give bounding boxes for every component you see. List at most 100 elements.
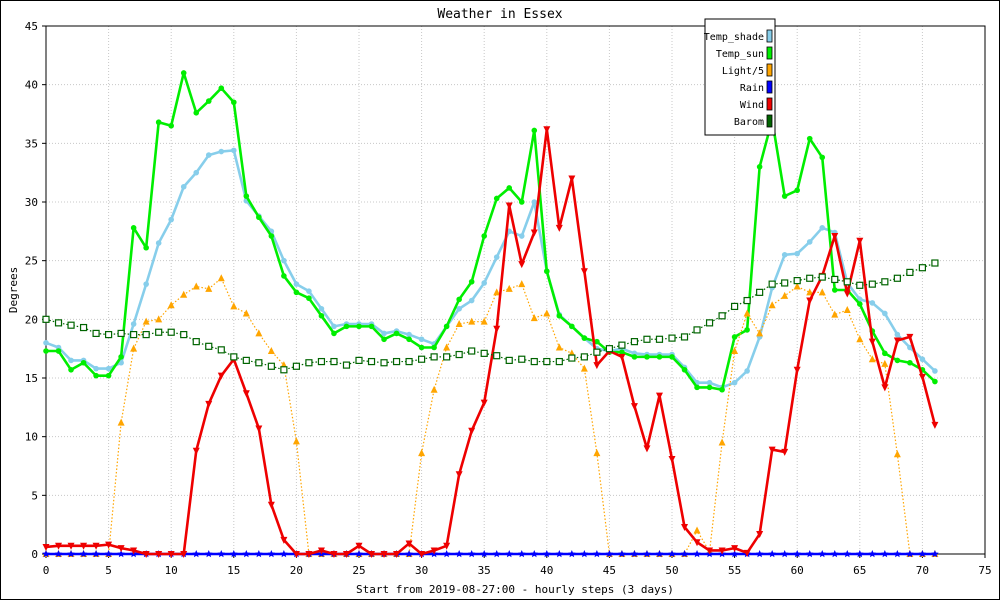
data-point-barom bbox=[555, 357, 563, 366]
data-point-barom bbox=[793, 277, 801, 285]
data-point-light-5 bbox=[142, 317, 150, 325]
data-point-rain bbox=[693, 550, 701, 558]
data-point-barom bbox=[480, 349, 488, 357]
y-tick-label: 10 bbox=[25, 431, 38, 444]
data-point-temp-shade bbox=[281, 257, 287, 264]
data-point-temp-sun bbox=[231, 99, 237, 106]
data-point-light-5 bbox=[718, 438, 726, 446]
data-point-wind bbox=[192, 447, 200, 455]
data-point-light-5 bbox=[155, 315, 163, 323]
data-point-light-5 bbox=[205, 284, 213, 292]
data-point-barom bbox=[355, 356, 363, 364]
data-point-rain bbox=[618, 550, 626, 558]
data-point-barom bbox=[580, 353, 588, 361]
data-point-barom bbox=[881, 278, 889, 286]
data-point-rain bbox=[843, 550, 852, 558]
x-tick-label: 75 bbox=[978, 564, 991, 577]
data-point-temp-shade bbox=[155, 240, 162, 246]
x-tick-label: 45 bbox=[603, 564, 616, 577]
data-point-wind bbox=[418, 551, 426, 558]
data-point-rain bbox=[868, 550, 877, 558]
data-point-barom bbox=[430, 353, 438, 361]
legend-swatch bbox=[766, 63, 773, 77]
data-point-rain bbox=[217, 550, 226, 558]
data-point-barom bbox=[292, 362, 300, 370]
data-point-barom bbox=[380, 359, 388, 367]
data-point-temp-shade bbox=[531, 199, 538, 205]
data-point-temp-sun bbox=[356, 323, 362, 330]
data-point-barom bbox=[117, 329, 125, 338]
data-point-wind bbox=[130, 547, 138, 555]
data-point-temp-shade bbox=[130, 321, 137, 327]
data-point-barom bbox=[518, 355, 526, 363]
data-point-temp-shade bbox=[806, 239, 813, 245]
x-tick-label: 10 bbox=[165, 564, 178, 577]
data-point-temp-shade bbox=[43, 340, 49, 346]
data-point-rain bbox=[455, 550, 463, 558]
data-point-wind bbox=[42, 543, 50, 551]
data-point-light-5 bbox=[831, 310, 839, 318]
data-point-light-5 bbox=[856, 335, 864, 343]
data-point-rain bbox=[467, 550, 476, 558]
data-point-rain bbox=[793, 550, 801, 558]
data-point-temp-shade bbox=[205, 152, 212, 158]
y-tick-label: 15 bbox=[25, 372, 38, 385]
data-point-rain bbox=[680, 550, 689, 558]
data-point-light-5 bbox=[868, 355, 876, 363]
data-point-temp-shade bbox=[105, 365, 112, 372]
data-point-barom bbox=[568, 354, 576, 362]
data-point-wind bbox=[555, 224, 563, 232]
data-point-barom bbox=[180, 330, 188, 339]
data-point-barom bbox=[92, 329, 100, 338]
series-rain bbox=[42, 550, 939, 558]
data-point-wind bbox=[593, 362, 601, 370]
data-point-barom bbox=[781, 279, 789, 287]
data-point-rain bbox=[517, 550, 526, 558]
data-point-rain bbox=[643, 550, 651, 558]
x-tick-label: 70 bbox=[916, 564, 929, 577]
data-point-rain bbox=[856, 550, 864, 558]
data-point-rain bbox=[54, 550, 63, 558]
data-point-temp-sun bbox=[431, 344, 437, 351]
x-tick-label: 50 bbox=[665, 564, 678, 577]
data-point-temp-sun bbox=[180, 70, 187, 76]
data-point-wind bbox=[92, 542, 100, 550]
data-point-temp-shade bbox=[794, 250, 800, 257]
data-point-wind bbox=[55, 542, 63, 550]
data-point-barom bbox=[693, 326, 701, 334]
data-point-barom bbox=[543, 357, 551, 366]
data-point-wind bbox=[681, 524, 689, 532]
data-point-light-5 bbox=[806, 288, 814, 296]
data-point-temp-shade bbox=[518, 233, 525, 239]
data-point-barom bbox=[618, 341, 626, 349]
data-point-rain bbox=[79, 550, 88, 558]
data-point-barom bbox=[831, 275, 839, 284]
x-tick-label: 0 bbox=[43, 564, 50, 577]
data-point-rain bbox=[405, 550, 413, 558]
data-point-temp-sun bbox=[118, 354, 124, 360]
data-point-wind bbox=[480, 399, 488, 407]
series-light-5 bbox=[42, 274, 939, 557]
data-point-barom bbox=[756, 288, 764, 296]
data-point-barom bbox=[267, 362, 275, 370]
data-point-rain bbox=[906, 550, 914, 558]
data-point-temp-sun bbox=[932, 378, 938, 385]
data-point-wind bbox=[580, 268, 588, 276]
data-point-rain bbox=[830, 550, 839, 558]
data-point-temp-sun bbox=[731, 334, 738, 340]
x-tick-label: 65 bbox=[853, 564, 866, 577]
data-point-barom bbox=[192, 338, 200, 346]
data-point-barom bbox=[205, 342, 213, 350]
legend-swatch bbox=[766, 46, 773, 60]
data-point-barom bbox=[743, 296, 751, 305]
data-point-wind bbox=[280, 536, 288, 544]
data-point-rain bbox=[580, 550, 589, 558]
data-point-temp-shade bbox=[331, 323, 337, 330]
data-point-barom bbox=[668, 334, 676, 342]
y-tick-label: 45 bbox=[25, 20, 38, 33]
data-point-temp-shade bbox=[882, 310, 888, 317]
data-point-wind bbox=[743, 549, 751, 557]
data-point-temp-shade bbox=[869, 300, 876, 306]
data-point-wind bbox=[493, 325, 501, 333]
